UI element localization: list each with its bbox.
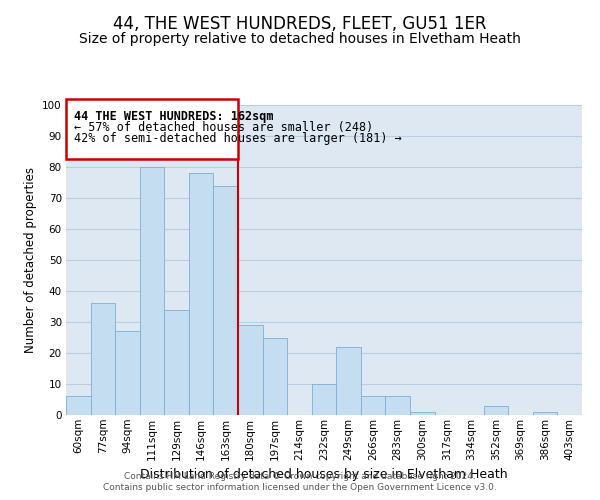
Bar — [312, 384, 336, 415]
Bar — [410, 412, 434, 415]
Text: Contains HM Land Registry data © Crown copyright and database right 2024.: Contains HM Land Registry data © Crown c… — [124, 472, 476, 481]
Text: Contains public sector information licensed under the Open Government Licence v3: Contains public sector information licen… — [103, 484, 497, 492]
Bar — [385, 396, 410, 415]
Text: Size of property relative to detached houses in Elvetham Heath: Size of property relative to detached ho… — [79, 32, 521, 46]
Bar — [484, 406, 508, 415]
Text: 44 THE WEST HUNDREDS: 162sqm: 44 THE WEST HUNDREDS: 162sqm — [74, 110, 273, 122]
Bar — [91, 304, 115, 415]
Bar — [263, 338, 287, 415]
Text: 42% of semi-detached houses are larger (181) →: 42% of semi-detached houses are larger (… — [74, 132, 401, 145]
Bar — [66, 396, 91, 415]
Bar — [238, 325, 263, 415]
Bar — [336, 347, 361, 415]
Bar — [140, 167, 164, 415]
Bar — [533, 412, 557, 415]
FancyBboxPatch shape — [66, 99, 238, 159]
Bar — [214, 186, 238, 415]
Y-axis label: Number of detached properties: Number of detached properties — [23, 167, 37, 353]
Text: ← 57% of detached houses are smaller (248): ← 57% of detached houses are smaller (24… — [74, 121, 373, 134]
Bar — [361, 396, 385, 415]
Bar — [115, 332, 140, 415]
Bar — [164, 310, 189, 415]
Bar — [189, 173, 214, 415]
Text: 44, THE WEST HUNDREDS, FLEET, GU51 1ER: 44, THE WEST HUNDREDS, FLEET, GU51 1ER — [113, 15, 487, 33]
X-axis label: Distribution of detached houses by size in Elvetham Heath: Distribution of detached houses by size … — [140, 468, 508, 481]
